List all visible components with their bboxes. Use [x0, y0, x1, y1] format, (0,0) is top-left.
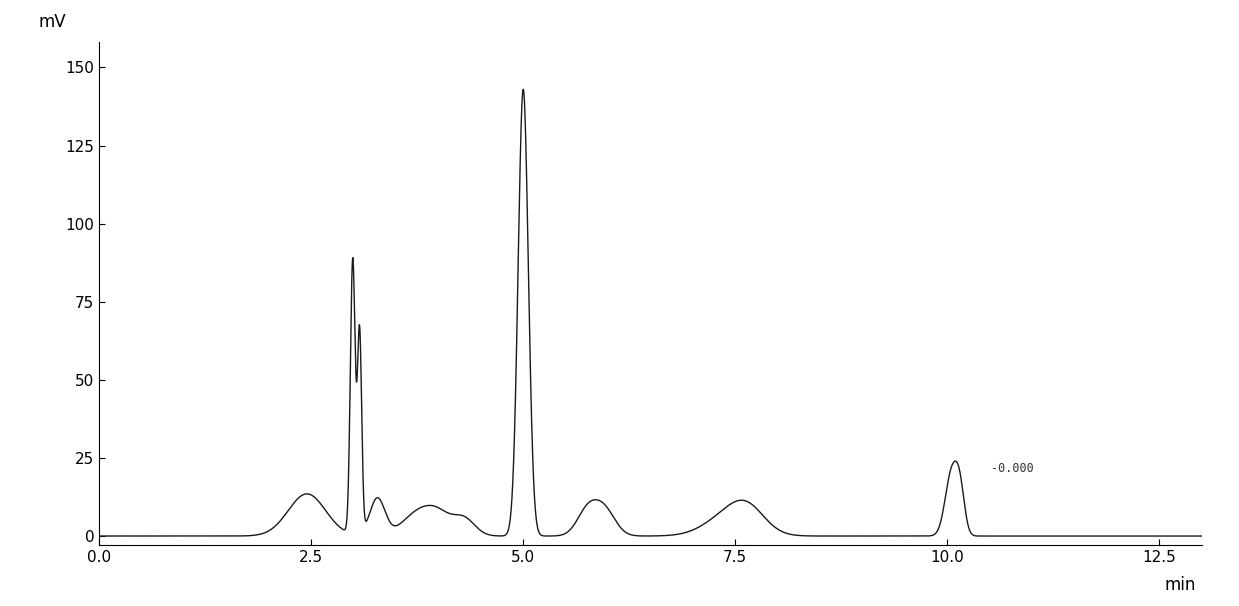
- X-axis label: min: min: [1165, 576, 1196, 594]
- Text: -0.000: -0.000: [991, 462, 1035, 475]
- Text: mV: mV: [38, 13, 66, 32]
